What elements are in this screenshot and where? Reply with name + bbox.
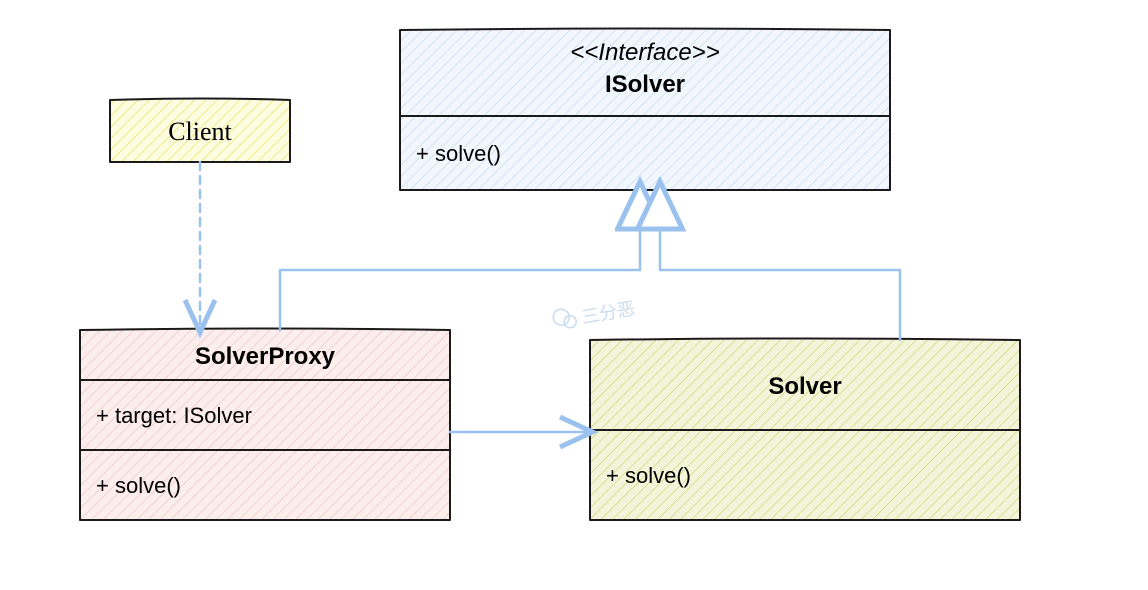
box-proxy: SolverProxy + target: ISolver + solve() (80, 329, 450, 521)
box-title: SolverProxy (195, 343, 336, 370)
watermark: 三分恶 (552, 296, 637, 332)
box-row: + solve() (416, 141, 501, 166)
edge-inherit (660, 204, 900, 340)
uml-diagram: Client<<Interface>>ISolver+ solve()Solve… (0, 0, 1148, 590)
stereotype: <<Interface>> (570, 39, 719, 66)
box-isolver: <<Interface>> ISolver + solve() (400, 29, 890, 191)
box-row: + solve() (606, 463, 691, 488)
box-client: Client (110, 99, 290, 163)
svg-text:三分恶: 三分恶 (580, 298, 637, 327)
box-label: Client (168, 117, 232, 146)
box-title: Solver (768, 373, 841, 400)
box-row: + target: ISolver (96, 403, 252, 428)
box-title: ISolver (605, 71, 685, 98)
box-row: + solve() (96, 473, 181, 498)
box-solver: Solver + solve() (590, 339, 1020, 521)
